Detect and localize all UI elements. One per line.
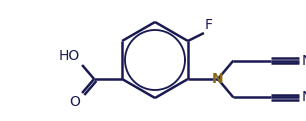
Text: O: O xyxy=(69,95,80,109)
Text: N: N xyxy=(301,54,306,68)
Text: F: F xyxy=(205,18,213,32)
Text: N: N xyxy=(212,72,224,86)
Text: HO: HO xyxy=(59,49,80,63)
Text: N: N xyxy=(301,90,306,104)
